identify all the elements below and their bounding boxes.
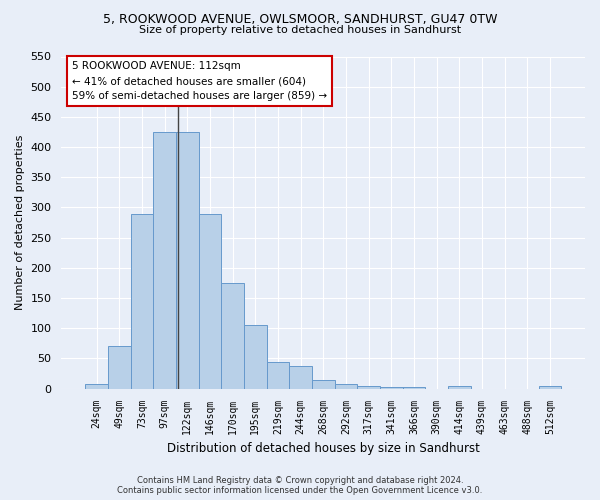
Bar: [131, 214, 153, 388]
X-axis label: Distribution of detached houses by size in Sandhurst: Distribution of detached houses by size …: [167, 442, 479, 455]
Text: 5, ROOKWOOD AVENUE, OWLSMOOR, SANDHURST, GU47 0TW: 5, ROOKWOOD AVENUE, OWLSMOOR, SANDHURST,…: [103, 12, 497, 26]
Bar: [85, 384, 108, 388]
Bar: [153, 132, 176, 388]
Bar: [403, 387, 425, 388]
Text: Size of property relative to detached houses in Sandhurst: Size of property relative to detached ho…: [139, 25, 461, 35]
Bar: [539, 386, 561, 388]
Bar: [289, 366, 312, 388]
Bar: [380, 387, 403, 388]
Bar: [221, 283, 244, 389]
Bar: [108, 346, 131, 389]
Bar: [357, 386, 380, 388]
Text: Contains HM Land Registry data © Crown copyright and database right 2024.: Contains HM Land Registry data © Crown c…: [137, 476, 463, 485]
Text: 5 ROOKWOOD AVENUE: 112sqm
← 41% of detached houses are smaller (604)
59% of semi: 5 ROOKWOOD AVENUE: 112sqm ← 41% of detac…: [72, 62, 327, 101]
Bar: [199, 214, 221, 388]
Bar: [176, 132, 199, 388]
Bar: [335, 384, 357, 388]
Bar: [312, 380, 335, 388]
Y-axis label: Number of detached properties: Number of detached properties: [15, 135, 25, 310]
Bar: [244, 326, 266, 388]
Bar: [448, 386, 470, 388]
Text: Contains public sector information licensed under the Open Government Licence v3: Contains public sector information licen…: [118, 486, 482, 495]
Bar: [266, 362, 289, 388]
